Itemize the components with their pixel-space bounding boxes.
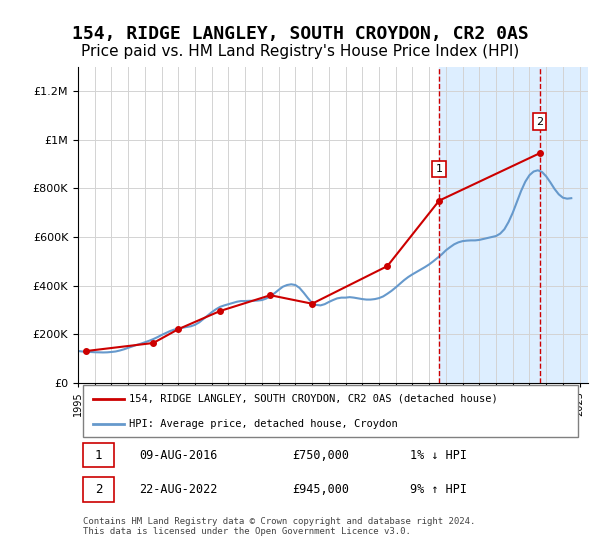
Text: 1: 1 [436,164,443,174]
Text: £750,000: £750,000 [292,449,349,461]
FancyBboxPatch shape [83,477,114,502]
Text: 9% ↑ HPI: 9% ↑ HPI [409,483,467,496]
Text: Contains HM Land Registry data © Crown copyright and database right 2024.
This d: Contains HM Land Registry data © Crown c… [83,517,475,536]
Bar [539,67,588,382]
Text: 09-AUG-2016: 09-AUG-2016 [139,449,218,461]
Bar [439,67,539,382]
Text: Price paid vs. HM Land Registry's House Price Index (HPI): Price paid vs. HM Land Registry's House … [81,44,519,59]
Text: 154, RIDGE LANGLEY, SOUTH CROYDON, CR2 0AS: 154, RIDGE LANGLEY, SOUTH CROYDON, CR2 0… [71,25,529,43]
Text: 2: 2 [95,483,102,496]
FancyBboxPatch shape [83,442,114,468]
FancyBboxPatch shape [83,385,578,437]
Text: 2: 2 [536,117,543,127]
Text: £945,000: £945,000 [292,483,349,496]
Text: 154, RIDGE LANGLEY, SOUTH CROYDON, CR2 0AS (detached house): 154, RIDGE LANGLEY, SOUTH CROYDON, CR2 0… [129,394,498,404]
Text: 22-AUG-2022: 22-AUG-2022 [139,483,218,496]
Text: HPI: Average price, detached house, Croydon: HPI: Average price, detached house, Croy… [129,419,398,429]
Text: 1% ↓ HPI: 1% ↓ HPI [409,449,467,461]
Text: 1: 1 [95,449,102,461]
